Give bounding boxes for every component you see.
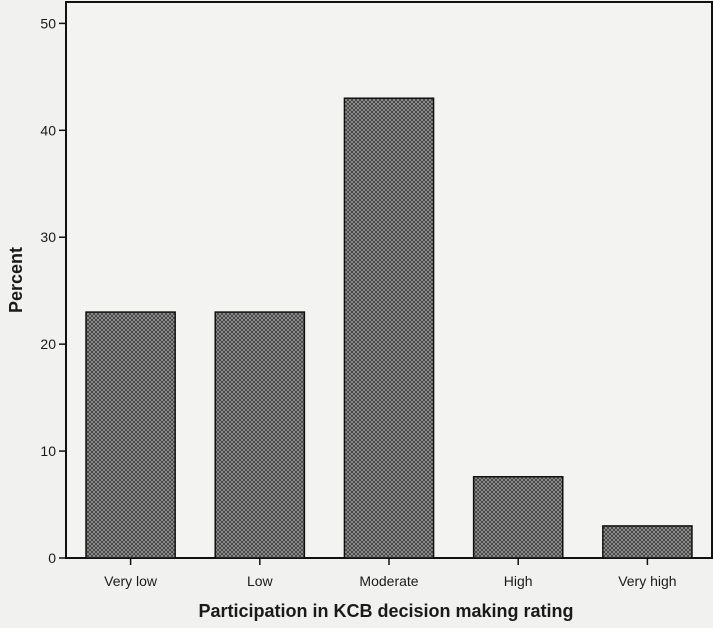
y-tick-label: 50 <box>40 15 56 31</box>
x-axis: Very low Low Moderate High Very high <box>104 558 677 589</box>
x-tick-label: Very high <box>618 573 676 589</box>
bar-moderate <box>343 97 435 559</box>
bar-high <box>472 475 564 559</box>
bar-very-high <box>602 525 693 559</box>
bar-low <box>214 311 306 559</box>
x-tick-label: Moderate <box>359 573 418 589</box>
y-tick-label: 40 <box>40 122 56 138</box>
y-tick-label: 20 <box>40 336 56 352</box>
bars <box>85 97 693 559</box>
x-axis-title: Participation in KCB decision making rat… <box>198 601 573 621</box>
bar-very-low <box>85 311 176 559</box>
x-tick-label: Very low <box>104 573 158 589</box>
y-axis-title: Percent <box>6 247 26 313</box>
y-tick-label: 0 <box>48 550 56 566</box>
x-tick-label: High <box>504 573 533 589</box>
x-tick-label: Low <box>247 573 274 589</box>
y-axis: 0 10 20 30 40 50 <box>40 15 66 566</box>
y-tick-label: 30 <box>40 229 56 245</box>
y-tick-label: 10 <box>40 443 56 459</box>
